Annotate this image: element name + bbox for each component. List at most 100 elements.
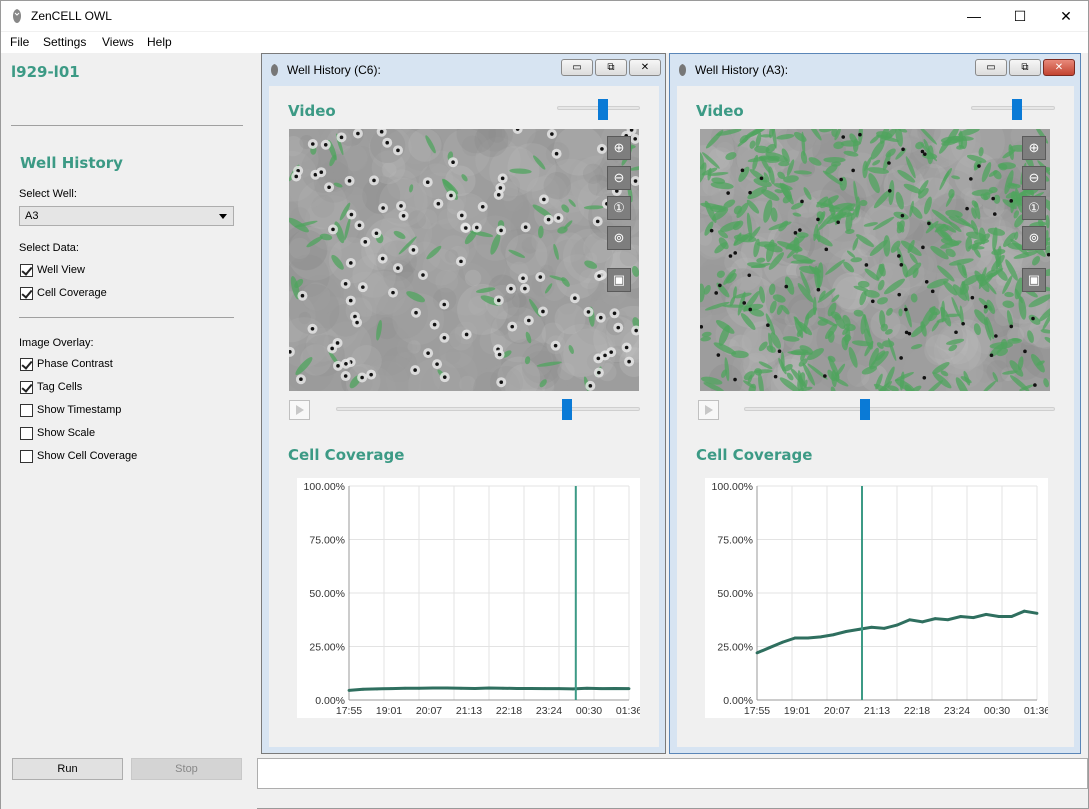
coverage-chart-svg: 100.00% 75.00% 50.00% 25.00% 0.00%17:55 19:01…	[304, 481, 643, 717]
chevron-down-icon	[219, 214, 227, 219]
y-tick-label: 50.00%	[717, 588, 753, 600]
subwindow-minimize-button[interactable]: ▭	[975, 59, 1007, 76]
video-label: Video	[696, 102, 744, 120]
cell-coverage-label: Cell Coverage	[288, 446, 405, 464]
menu-settings[interactable]: Settings	[43, 35, 87, 49]
data-point	[895, 623, 899, 627]
data-point	[529, 687, 533, 690]
owl-app-icon	[13, 9, 21, 23]
left-panel: l929-l01 Well History Select Well: A3 Se…	[1, 53, 257, 809]
data-point	[543, 687, 547, 691]
save-icon[interactable]: ▣	[1022, 268, 1046, 292]
close-button[interactable]: ✕	[1060, 7, 1072, 24]
maximize-button[interactable]: ☐	[1013, 7, 1027, 24]
zoom-slider-thumb[interactable]	[1012, 99, 1023, 120]
data-point	[473, 687, 477, 690]
subwindow-content: Video ⊕ ⊖ ① ⊚ ▣ Cell Coverage 100.00% 75.…	[677, 86, 1074, 747]
checkbox-box[interactable]	[20, 286, 33, 300]
checkbox-tag-cells[interactable]: Tag Cells	[20, 380, 82, 394]
stop-button[interactable]: Stop	[131, 758, 242, 780]
divider	[11, 125, 243, 126]
fit-view-icon[interactable]: ⊚	[1022, 226, 1046, 250]
subwindow-restore-button[interactable]: ⧉	[1009, 59, 1041, 76]
video-frame[interactable]	[289, 129, 639, 391]
checkbox-show-timestamp[interactable]: Show Timestamp	[20, 403, 121, 417]
checkbox-cell-coverage[interactable]: Cell Coverage	[20, 286, 107, 300]
checkbox-label: Tag Cells	[37, 381, 83, 393]
owl-icon	[679, 64, 686, 76]
menu-views[interactable]: Views	[102, 35, 134, 49]
data-point	[882, 626, 886, 630]
data-point	[389, 687, 393, 691]
zoom-in-icon[interactable]: ⊕	[607, 136, 631, 160]
close-icon: ✕	[1054, 62, 1064, 73]
menu-help[interactable]: Help	[147, 35, 172, 49]
x-tick-label: 01:36	[616, 705, 640, 717]
data-point	[755, 651, 759, 655]
subwindow-titlebar: Well History (C6):	[270, 63, 381, 77]
zoom-out-icon[interactable]: ⊖	[607, 166, 631, 190]
zoom-out-icon[interactable]: ⊖	[1022, 166, 1046, 190]
select-data-label: Select Data:	[19, 242, 79, 254]
save-icon[interactable]: ▣	[607, 268, 631, 292]
data-point	[831, 633, 835, 637]
video-frame[interactable]	[700, 129, 1050, 391]
run-button[interactable]: Run	[12, 758, 123, 780]
well-history-window-a3[interactable]: Well History (A3): ▭ ⧉ ✕ Video ⊕ ⊖ ① ⊚ ▣…	[669, 53, 1081, 754]
reset-zoom-icon[interactable]: ①	[1022, 196, 1046, 220]
data-point	[984, 613, 988, 616]
checkbox-box[interactable]	[20, 426, 33, 440]
reset-zoom-icon[interactable]: ①	[607, 196, 631, 220]
subwindow-title: Well History (C6):	[287, 63, 381, 77]
zoom-slider-thumb[interactable]	[597, 99, 608, 120]
subwindow-close-button[interactable]: ✕	[1043, 59, 1075, 76]
cell-image	[289, 129, 639, 391]
well-select[interactable]: A3	[19, 206, 234, 226]
well-history-window-c6[interactable]: Well History (C6): ▭ ⧉ ✕ Video ⊕ ⊖ ① ⊚ ▣…	[261, 53, 666, 754]
checkbox-label: Cell Coverage	[37, 287, 107, 299]
timeline-slider-thumb[interactable]	[860, 399, 871, 420]
checkbox-box[interactable]	[20, 380, 33, 394]
zoom-in-icon[interactable]: ⊕	[1022, 136, 1046, 160]
data-point	[501, 686, 505, 690]
title-bar: ZenCELL OWL — ☐ ✕	[1, 1, 1088, 31]
checkbox-box[interactable]	[20, 357, 33, 371]
coverage-chart-svg: 100.00% 75.00% 50.00% 25.00% 0.00%17:55 19:01…	[712, 481, 1051, 717]
data-point	[487, 686, 491, 690]
checkbox-label: Well View	[37, 264, 85, 276]
checkbox-box[interactable]	[20, 449, 33, 463]
checkbox-label: Phase Contrast	[37, 358, 113, 370]
project-name: l929-l01	[11, 63, 80, 81]
checkbox-label: Show Scale	[37, 427, 96, 439]
play-button[interactable]	[698, 400, 719, 420]
y-tick-label: 25.00%	[309, 642, 345, 654]
subwindow-close-button[interactable]: ✕	[629, 59, 661, 76]
minimize-button[interactable]: —	[967, 8, 981, 24]
divider	[19, 317, 234, 318]
timeline-slider-thumb[interactable]	[562, 399, 573, 420]
subwindow-restore-button[interactable]: ⧉	[595, 59, 627, 76]
play-button[interactable]	[289, 400, 310, 420]
fit-view-icon[interactable]: ⊚	[607, 226, 631, 250]
checkbox-box[interactable]	[20, 263, 33, 277]
subwindow-content: Video ⊕ ⊖ ① ⊚ ▣ Cell Coverage 100.00% 75.…	[269, 86, 659, 747]
checkbox-show-cell-coverage[interactable]: Show Cell Coverage	[20, 449, 137, 463]
well-select-value: A3	[25, 210, 39, 222]
subwindow-minimize-button[interactable]: ▭	[561, 59, 593, 76]
x-tick-label: 17:55	[336, 705, 362, 717]
log-output[interactable]	[257, 758, 1088, 789]
checkbox-phase-contrast[interactable]: Phase Contrast	[20, 357, 113, 371]
restore-icon: ⧉	[607, 62, 615, 73]
data-point	[585, 686, 589, 690]
data-point	[781, 640, 784, 644]
data-point	[844, 630, 848, 633]
menu-file[interactable]: File	[10, 35, 30, 49]
checkbox-box[interactable]	[20, 403, 33, 417]
checkbox-show-scale[interactable]: Show Scale	[20, 426, 95, 440]
checkbox-well-view[interactable]: Well View	[20, 263, 85, 277]
x-tick-label: 23:24	[944, 705, 970, 717]
minimize-icon: ▭	[572, 62, 582, 73]
timeline-slider-track[interactable]	[744, 407, 1055, 411]
timeline-slider-track[interactable]	[336, 407, 640, 411]
data-point	[613, 687, 617, 690]
